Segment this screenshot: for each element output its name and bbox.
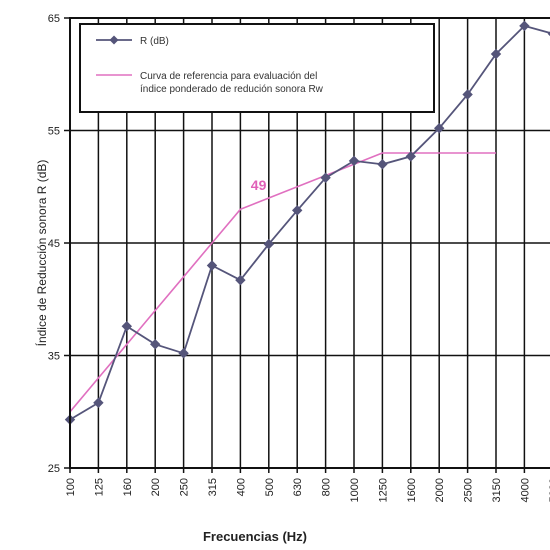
- data-point: [263, 238, 275, 250]
- series-layer: [64, 20, 550, 425]
- plot-frame: [69, 17, 550, 469]
- data-point: [519, 20, 530, 32]
- x-tick-label: 315: [207, 478, 219, 496]
- data-point: [320, 172, 331, 183]
- data-point: [235, 274, 246, 286]
- data-point: [433, 123, 445, 134]
- x-tick-label: 5000: [548, 478, 550, 502]
- x-tick-label: 1250: [377, 478, 389, 502]
- data-point: [405, 151, 417, 162]
- x-axis-label: Frecuencias (Hz): [203, 529, 307, 544]
- x-tick-label: 2500: [463, 478, 475, 502]
- x-tick-labels: 100 125 160 200 250 315 400 500 630 800 1000 1250 16…: [65, 478, 550, 502]
- x-tick-label: 800: [321, 478, 333, 496]
- x-tick-label: 2000: [434, 478, 446, 502]
- legend-marker-r: [109, 35, 119, 45]
- data-point: [291, 205, 303, 216]
- y-tick-labels: 25 35 45 55 65: [48, 13, 60, 475]
- y-tick-label: 55: [48, 126, 60, 138]
- x-tick-label: 1000: [349, 478, 361, 502]
- data-point: [149, 339, 161, 350]
- y-tick-label: 45: [48, 238, 60, 250]
- data-point: [93, 397, 104, 408]
- data-point: [348, 155, 360, 167]
- y-tick-label: 35: [48, 351, 60, 363]
- series-line-r: [69, 24, 550, 421]
- legend: R (dB) Curva de referencia para evaluació…: [79, 23, 435, 113]
- x-tick-label: 4000: [519, 478, 531, 502]
- legend-label-r: R (dB): [140, 36, 169, 47]
- x-tick-label: 3150: [491, 478, 503, 502]
- annotation-label: 49: [251, 177, 267, 193]
- data-point: [121, 321, 133, 332]
- data-point: [178, 348, 189, 359]
- y-tick-label: 65: [48, 13, 60, 25]
- data-point: [206, 260, 218, 271]
- legend-label-reference: Curva de referencia para evaluación del í…: [140, 71, 324, 95]
- x-tick-label: 125: [93, 478, 105, 496]
- y-tick-label: 25: [48, 463, 60, 475]
- x-tick-label: 250: [179, 478, 191, 496]
- series-line-reference: [69, 152, 496, 413]
- legend-box: [79, 23, 435, 113]
- data-point: [462, 89, 473, 100]
- x-tick-label: 160: [122, 478, 134, 496]
- x-tick-label: 1600: [406, 478, 418, 502]
- data-point: [377, 159, 388, 170]
- x-tick-label: 100: [65, 478, 77, 496]
- x-tick-label: 200: [150, 478, 162, 496]
- x-tick-label: 400: [235, 478, 247, 496]
- x-tick-label: 500: [264, 478, 276, 496]
- x-tick-label: 630: [292, 478, 304, 496]
- y-axis-label: Índice de Reducción sonora R (dB): [34, 160, 49, 347]
- data-point: [490, 48, 502, 60]
